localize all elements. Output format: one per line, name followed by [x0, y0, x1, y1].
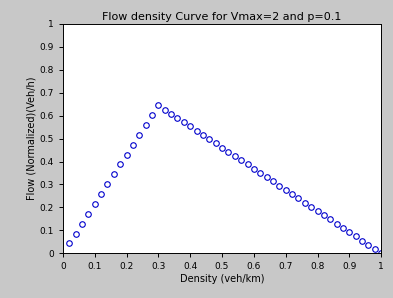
- Title: Flow density Curve for Vmax=2 and p=0.1: Flow density Curve for Vmax=2 and p=0.1: [102, 12, 342, 22]
- X-axis label: Density (veh/km): Density (veh/km): [180, 274, 264, 284]
- Y-axis label: Flow (Normalized)(Veh/h): Flow (Normalized)(Veh/h): [27, 77, 37, 200]
